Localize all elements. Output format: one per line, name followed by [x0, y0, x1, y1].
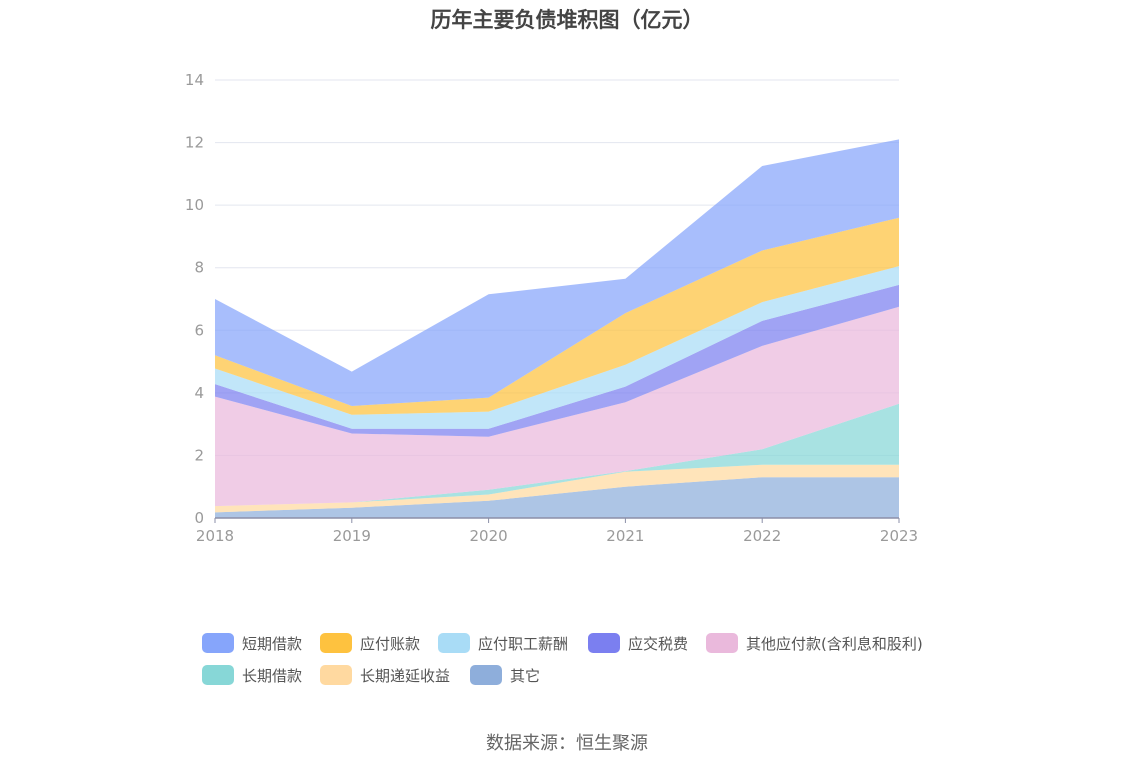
legend-swatch: [320, 665, 352, 685]
legend-item[interactable]: 长期借款: [202, 664, 302, 686]
x-tick-label: 2022: [743, 527, 781, 545]
legend-label: 应付职工薪酬: [478, 634, 569, 653]
y-tick-label: 8: [194, 259, 204, 277]
legend-swatch: [438, 633, 470, 653]
legend-label: 应交税费: [628, 634, 689, 653]
data-source: 数据来源：恒生聚源: [486, 733, 648, 754]
x-tick-label: 2023: [880, 527, 918, 545]
legend-label: 应付账款: [360, 634, 421, 653]
legend-label: 长期递延收益: [360, 666, 451, 685]
y-tick-label: 4: [194, 384, 204, 402]
legend-item[interactable]: 长期递延收益: [320, 664, 450, 686]
area-series-7: [215, 139, 899, 406]
legend-swatch: [470, 665, 502, 685]
y-tick-label: 2: [194, 446, 204, 464]
legend-swatch: [202, 665, 234, 685]
y-tick-label: 14: [185, 71, 204, 89]
legend-item[interactable]: 应交税费: [588, 632, 688, 654]
legend-item[interactable]: 短期借款: [202, 632, 302, 654]
area-series-5: [215, 266, 899, 429]
legend-label: 其他应付款(含利息和股利): [746, 634, 923, 653]
chart-title: 历年主要负债堆积图（亿元）: [430, 8, 704, 32]
legend-item[interactable]: 应付职工薪酬: [438, 632, 568, 654]
legend-item[interactable]: 其它: [470, 664, 540, 686]
area-series-2: [215, 403, 899, 507]
legend-swatch: [588, 633, 620, 653]
legend-swatch: [202, 633, 234, 653]
area-series-1: [215, 464, 899, 513]
x-tick-label: 2018: [196, 527, 234, 545]
legend-item[interactable]: 应付账款: [320, 632, 420, 654]
x-tick-label: 2021: [606, 527, 644, 545]
legend-label: 其它: [510, 666, 541, 685]
legend-swatch: [320, 633, 352, 653]
x-tick-label: 2019: [333, 527, 371, 545]
area-series-6: [215, 217, 899, 415]
y-tick-label: 10: [185, 196, 204, 214]
legend-label: 长期借款: [242, 666, 303, 685]
area-series-3: [215, 306, 899, 507]
x-tick-label: 2020: [470, 527, 508, 545]
y-tick-label: 12: [185, 134, 204, 152]
y-tick-label: 0: [194, 509, 204, 527]
legend-label: 短期借款: [242, 634, 303, 653]
area-series-0: [215, 477, 899, 518]
y-tick-label: 6: [194, 321, 204, 339]
legend-item[interactable]: 其他应付款(含利息和股利): [706, 632, 923, 654]
legend-swatch: [706, 633, 738, 653]
